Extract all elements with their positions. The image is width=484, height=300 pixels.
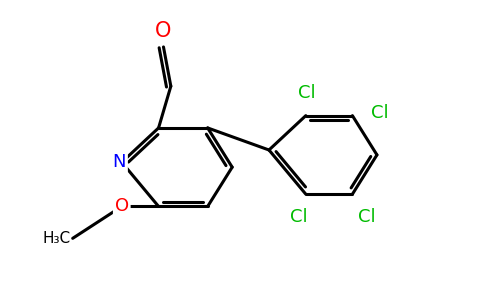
Text: N: N: [113, 153, 126, 171]
Text: H₃C: H₃C: [42, 231, 70, 246]
Text: Cl: Cl: [371, 104, 389, 122]
Text: O: O: [115, 197, 129, 215]
Text: O: O: [155, 21, 172, 41]
Text: Cl: Cl: [289, 208, 307, 226]
Text: Cl: Cl: [298, 84, 316, 102]
Text: Cl: Cl: [358, 208, 376, 226]
